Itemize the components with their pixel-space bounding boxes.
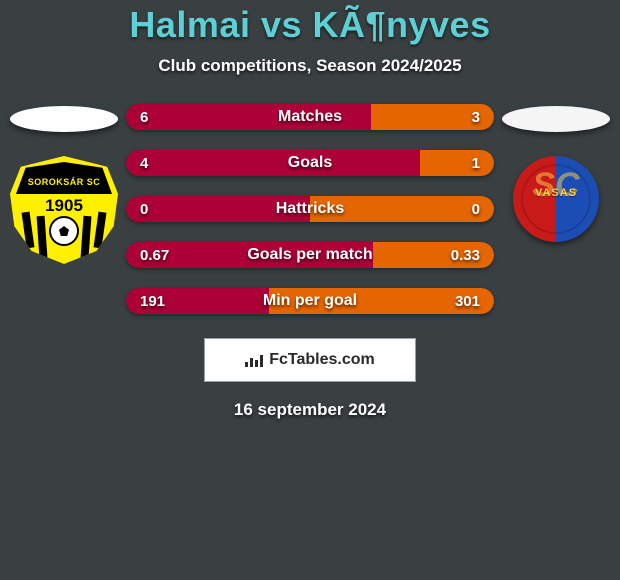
- bar-label: Matches: [126, 104, 494, 130]
- team-left-name-pill: [10, 106, 118, 132]
- stat-bar: 63Matches: [126, 104, 494, 130]
- logo-inner-ring: [521, 164, 591, 234]
- stat-bar: 191301Min per goal: [126, 288, 494, 314]
- shield-top-text: SOROKSÁR SC: [28, 177, 101, 187]
- logo-team-text: VASAS: [513, 187, 599, 199]
- stat-bar: 0.670.33Goals per match: [126, 242, 494, 268]
- team-left-column: SOROKSÁR SC 1905: [4, 104, 124, 264]
- bar-label: Goals: [126, 150, 494, 176]
- stat-bar: 41Goals: [126, 150, 494, 176]
- bar-chart-icon: [245, 353, 263, 367]
- shield-stripe: [94, 212, 107, 249]
- comparison-row: SOROKSÁR SC 1905 63Matches 41Goals 00Hattr…: [0, 104, 620, 314]
- bar-label: Hattricks: [126, 196, 494, 222]
- bar-label: Goals per match: [126, 242, 494, 268]
- shield-top-banner: SOROKSÁR SC: [16, 162, 112, 194]
- team-left-logo: SOROKSÁR SC 1905: [10, 156, 118, 264]
- shield-stripe: [81, 216, 92, 258]
- soccer-ball-icon: [49, 216, 79, 246]
- bar-label: Min per goal: [126, 288, 494, 314]
- branding-box[interactable]: FcTables.com: [204, 338, 416, 382]
- date-text: 16 september 2024: [0, 400, 620, 420]
- branding-text: FcTables.com: [269, 351, 375, 369]
- page-title: Halmai vs KÃ¶nyves: [0, 4, 620, 46]
- subtitle: Club competitions, Season 2024/2025: [0, 56, 620, 76]
- stats-bars: 63Matches 41Goals 00Hattricks 0.670.33Goals…: [124, 104, 496, 314]
- team-right-name-pill: [502, 106, 610, 132]
- shield-shape: SOROKSÁR SC 1905: [10, 156, 118, 264]
- team-right-logo: SC VASAS: [513, 156, 599, 242]
- shield-stripe: [37, 216, 48, 258]
- shield-stripe: [22, 212, 35, 249]
- team-right-column: SC VASAS: [496, 104, 616, 242]
- stat-bar: 00Hattricks: [126, 196, 494, 222]
